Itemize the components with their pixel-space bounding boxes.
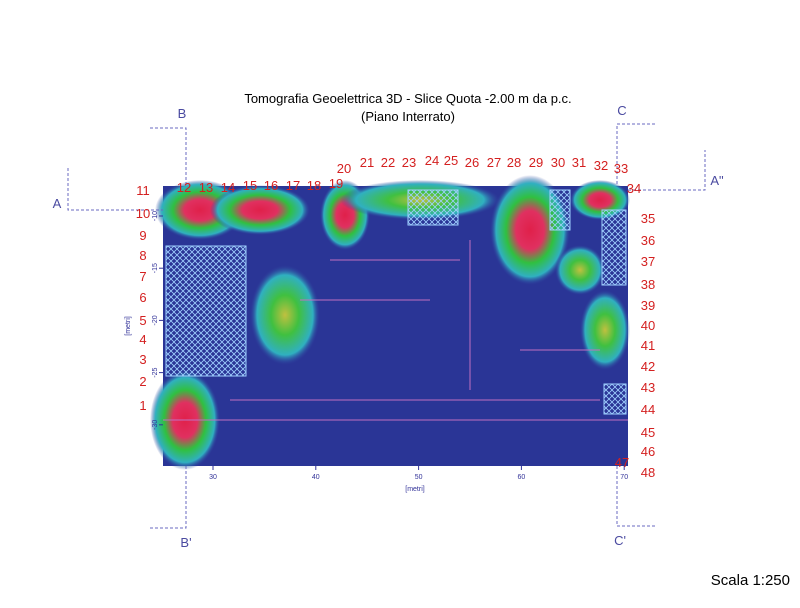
electrode-label: 37 (641, 254, 655, 269)
electrode-label: 39 (641, 298, 655, 313)
electrode-label: 16 (264, 178, 278, 193)
y-tick-label: -20 (152, 315, 159, 325)
tomography-map (150, 175, 630, 470)
scale: Scala 1:250 (711, 572, 790, 589)
x-tick-label: 30 (209, 474, 217, 481)
electrode-label: 44 (641, 402, 655, 417)
y-tick-label: -25 (152, 367, 159, 377)
section-label: B' (180, 535, 191, 550)
electrode-label: 36 (641, 233, 655, 248)
electrode-label: 13 (199, 180, 213, 195)
title: Tomografia Geoelettrica 3D - Slice Quota… (244, 91, 571, 106)
section-label: A" (710, 173, 724, 188)
electrode-label: 27 (487, 155, 501, 170)
section-lines (67, 123, 706, 529)
electrode-label: 12 (177, 180, 191, 195)
section-label: C (617, 103, 626, 118)
electrode-label: 9 (139, 228, 146, 243)
electrode-label: 2 (139, 374, 146, 389)
electrode-label: 20 (337, 161, 351, 176)
electrode-label: 43 (641, 380, 655, 395)
x-axis-label: [metri] (405, 486, 425, 493)
electrode-label: 5 (139, 313, 146, 328)
electrode-label: 7 (139, 269, 146, 284)
electrode-label: 24 (425, 153, 439, 168)
y-tick-label: -30 (152, 420, 159, 430)
x-tick-label: 40 (312, 474, 320, 481)
electrode-label: 29 (529, 155, 543, 170)
electrode-label: 22 (381, 155, 395, 170)
electrode-label: 34 (627, 181, 641, 196)
x-tick-label: 70 (620, 474, 628, 481)
electrode-label: 41 (641, 338, 655, 353)
electrode-label: 11 (136, 183, 150, 198)
electrode-label: 4 (139, 332, 146, 347)
x-tick-label: 60 (518, 474, 526, 481)
electrode-label: 31 (572, 155, 586, 170)
electrode-label: 3 (139, 352, 146, 367)
electrode-label: 21 (360, 155, 374, 170)
electrode-label: 1 (139, 398, 146, 413)
electrode-label: 6 (139, 290, 146, 305)
electrode-label: 48 (641, 465, 655, 480)
electrode-label: 30 (551, 155, 565, 170)
electrode-label: 46 (641, 444, 655, 459)
y-tick-label: -15 (152, 263, 159, 273)
electrode-label: 47 (615, 455, 629, 470)
electrode-label: 33 (614, 161, 628, 176)
electrode-label: 40 (641, 318, 655, 333)
electrode-label: 35 (641, 211, 655, 226)
y-axis-label: [metri] (125, 316, 132, 336)
electrode-label: 45 (641, 425, 655, 440)
electrode-label: 8 (139, 248, 146, 263)
electrode-label: 17 (286, 178, 300, 193)
subtitle: (Piano Interrato) (361, 109, 455, 124)
y-tick-label: -10 (152, 211, 159, 221)
electrode-label: 26 (465, 155, 479, 170)
x-tick-label: 50 (415, 474, 423, 481)
electrode-label: 38 (641, 277, 655, 292)
section-label: B (178, 106, 187, 121)
electrode-label: 19 (329, 176, 343, 191)
electrode-label: 32 (594, 158, 608, 173)
electrode-label: 23 (402, 155, 416, 170)
electrode-label: 18 (307, 178, 321, 193)
electrode-label: 28 (507, 155, 521, 170)
section-label: A (53, 196, 62, 211)
electrode-label: 14 (221, 180, 235, 195)
electrode-label: 25 (444, 153, 458, 168)
electrode-label: 42 (641, 359, 655, 374)
section-label: C' (614, 533, 626, 548)
electrode-label: 15 (243, 178, 257, 193)
electrode-label: 10 (136, 206, 150, 221)
